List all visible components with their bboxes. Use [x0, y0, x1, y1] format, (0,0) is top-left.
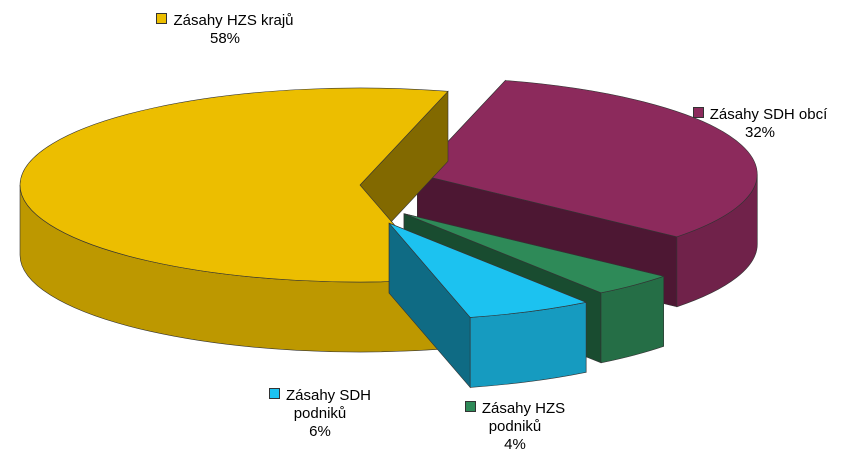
legend-swatch	[156, 13, 168, 24]
value-label: 58%	[209, 30, 241, 47]
label: Zásahy HZS krajů 58%	[95, 12, 355, 48]
value-label: 4%	[504, 436, 526, 453]
legend-swatch	[692, 107, 704, 118]
category-label: Zásahy SDH podniků	[285, 387, 372, 422]
label: Zásahy HZS podniků 4%	[430, 400, 600, 454]
label: Zásahy SDH obcí 32%	[650, 106, 859, 142]
value-label: 32%	[744, 124, 776, 141]
category-label: Zásahy SDH obcí	[709, 106, 828, 123]
slice	[416, 80, 758, 238]
legend-swatch	[464, 401, 476, 412]
legend-swatch	[268, 388, 280, 399]
label: Zásahy SDH podniků 6%	[235, 387, 405, 441]
value-label: 6%	[309, 423, 331, 440]
slice	[19, 87, 449, 283]
slice	[403, 213, 665, 294]
slice	[388, 222, 588, 318]
category-label: Zásahy HZS podniků	[481, 400, 566, 435]
category-label: Zásahy HZS krajů	[173, 12, 294, 29]
